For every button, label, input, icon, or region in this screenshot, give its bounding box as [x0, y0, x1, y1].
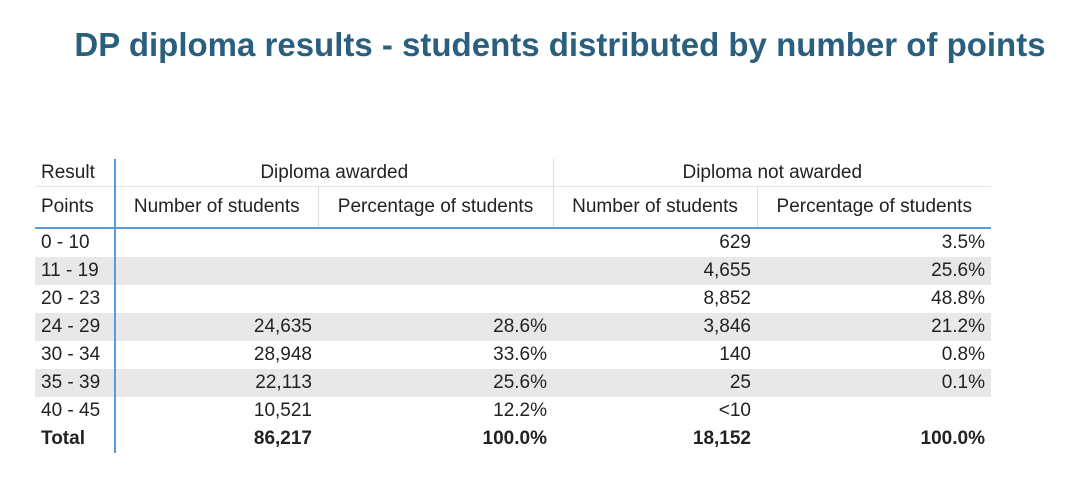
cell: 25.6%: [318, 369, 553, 397]
cell: 48.8%: [931, 288, 985, 309]
cell: Number of students: [115, 186, 318, 229]
cell: 25.6%: [757, 257, 991, 285]
data-row: 30 - 34 28,948 33.6% 140 0.8%: [35, 341, 991, 369]
cell: [115, 257, 318, 285]
cell: 21.2%: [757, 313, 991, 341]
data-row: 0 - 10 629 3.5%: [35, 228, 991, 257]
cell: 25: [553, 369, 757, 397]
group-header-row: Result Diploma awarded Diploma not awarded: [35, 159, 991, 187]
cell: 86,217: [253, 428, 312, 449]
data-row: 20 - 23 8,852 48.8%: [35, 285, 991, 313]
cell: 0.8%: [941, 344, 985, 365]
cell: Points: [35, 186, 116, 229]
cell: Result: [35, 159, 116, 187]
cell: Diploma not awarded: [552, 159, 991, 187]
cell: [318, 285, 553, 313]
cell: Percentage of students: [756, 186, 991, 229]
cell: 22,113: [115, 369, 318, 397]
data-row: 11 - 19 4,655 25.6%: [35, 257, 991, 285]
cell: 629: [719, 232, 751, 253]
cell: 3.5%: [941, 232, 985, 253]
cell: Total: [35, 425, 116, 453]
cell: [115, 285, 318, 313]
cell: 12.2%: [493, 400, 547, 421]
cell: [318, 257, 553, 285]
cell: 24,635: [115, 313, 318, 341]
data-row: 40 - 45 10,521 12.2% <10: [35, 397, 991, 425]
cell: <10: [718, 400, 751, 421]
cell: 11 - 19: [35, 257, 116, 285]
cell: [115, 228, 318, 257]
cell: 28,948: [253, 344, 312, 365]
cell: 0 - 10: [35, 228, 116, 257]
cell: 100.0%: [482, 428, 547, 449]
header-row: Points Number of students Percentage of st…: [35, 186, 991, 229]
cell: 33.6%: [493, 344, 547, 365]
cell: 140: [719, 344, 751, 365]
cell: 24 - 29: [35, 313, 116, 341]
cell: 18,152: [692, 428, 751, 449]
cell: 40 - 45: [35, 397, 116, 425]
cell: 30 - 34: [35, 341, 116, 369]
cell: 100.0%: [920, 428, 985, 449]
cell: 4,655: [553, 257, 757, 285]
cell: 28.6%: [318, 313, 553, 341]
cell: [757, 397, 991, 425]
cell: 20 - 23: [35, 285, 116, 313]
cell: Diploma awarded: [114, 159, 553, 187]
cell: 3,846: [553, 313, 757, 341]
cell: 10,521: [253, 400, 312, 421]
cell: [318, 228, 553, 257]
title: DP diploma results - students distribute…: [74, 26, 1046, 63]
cell: 0.1%: [757, 369, 991, 397]
cell: 8,852: [703, 288, 751, 309]
cell: Number of students: [552, 186, 757, 229]
cell: 35 - 39: [35, 369, 116, 397]
data-row: 35 - 39 22,113 25.6% 25 0.1%: [35, 369, 991, 397]
cell: Percentage of students: [317, 186, 553, 229]
total-row: Total 86,217 100.0% 18,152 100.0%: [35, 425, 991, 453]
results-table: Result Diploma awarded Diploma not awarded…: [35, 159, 991, 453]
data-row: 24 - 29 24,635 28.6% 3,846 21.2%: [35, 313, 991, 341]
